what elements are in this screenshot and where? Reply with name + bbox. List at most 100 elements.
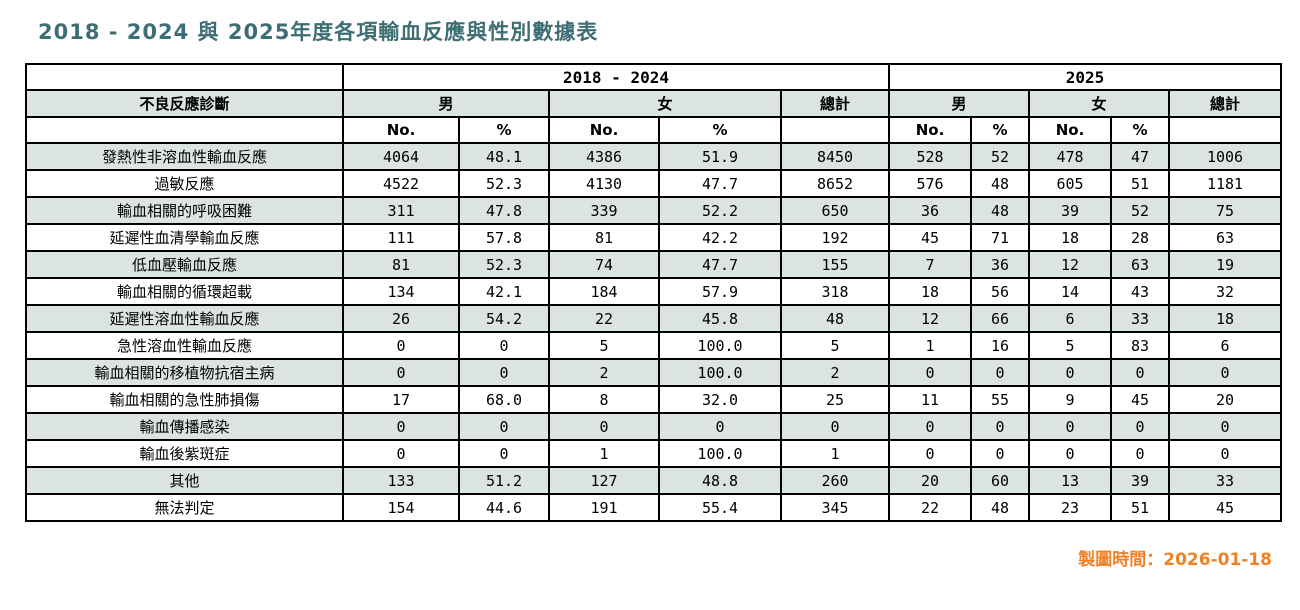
cell-value: 8 [548,385,660,414]
cell-value: 0 [1110,412,1170,441]
row-label: 延遲性溶血性輸血反應 [25,304,344,333]
table-row: 輸血相關的急性肺損傷 17 68.0 8 32.0 25 11 55 9 45 20 [25,385,1283,414]
table-row: 輸血相關的移植物抗宿主病 0 0 2 100.0 2 0 0 0 0 0 [25,358,1283,387]
cell-value: 52 [1110,196,1170,225]
cell-value: 47.7 [658,250,782,279]
cell-value: 0 [1167,412,1283,441]
cell-value: 33 [1167,466,1283,495]
cell-value: 47 [1110,142,1170,171]
row-label: 其他 [25,466,344,495]
cell-value: 45 [1110,385,1170,414]
cell-value: 184 [548,277,660,306]
cell-value: 28 [1110,223,1170,252]
cell-value: 1 [888,331,972,360]
cell-value: 13 [1028,466,1112,495]
cell-value: 51 [1110,169,1170,198]
table-row: 過敏反應 4522 52.3 4130 47.7 8652 576 48 605 51 1181 [25,169,1283,198]
cell-value: 0 [1028,412,1112,441]
cell-value: 71 [970,223,1030,252]
transfusion-reaction-table: 2018 - 2024 2025 不良反應診斷 男 女 總計 男 女 總計 No… [25,63,1283,522]
row-label: 發熱性非溶血性輸血反應 [25,142,344,171]
cell-value: 36 [970,250,1030,279]
cell-value: 0 [970,412,1030,441]
cell-value: 12 [888,304,972,333]
cell-value: 33 [1110,304,1170,333]
cell-value: 0 [1110,439,1170,468]
cell-value: 0 [970,439,1030,468]
cell-value: 0 [780,412,890,441]
male-header-p1: 男 [342,89,550,118]
female-header-p2: 女 [1028,89,1170,118]
cell-value: 0 [888,358,972,387]
cell-value: 36 [888,196,972,225]
cell-value: 26 [342,304,460,333]
cell-value: 63 [1110,250,1170,279]
cell-value: 605 [1028,169,1112,198]
no-header: No. [1028,116,1112,144]
table-row: 延遲性血清學輸血反應 111 57.8 81 42.2 192 45 71 18 28 63 [25,223,1283,252]
cell-value: 17 [342,385,460,414]
empty-cell [1167,116,1283,144]
cell-value: 19 [1167,250,1283,279]
row-label: 無法判定 [25,493,344,522]
table-row: 急性溶血性輸血反應 0 0 5 100.0 5 1 16 5 83 6 [25,331,1283,360]
cell-value: 4522 [342,169,460,198]
table-row: 輸血相關的呼吸困難 311 47.8 339 52.2 650 36 48 39 52 75 [25,196,1283,225]
cell-value: 0 [458,412,550,441]
cell-value: 48 [780,304,890,333]
cell-value: 22 [888,493,972,522]
cell-value: 81 [342,250,460,279]
cell-value: 63 [1167,223,1283,252]
cell-value: 318 [780,277,890,306]
row-label: 輸血相關的呼吸困難 [25,196,344,225]
cell-value: 56 [970,277,1030,306]
cell-value: 47.7 [658,169,782,198]
cell-value: 16 [970,331,1030,360]
cell-value: 48 [970,493,1030,522]
cell-value: 44.6 [458,493,550,522]
male-header-p2: 男 [888,89,1030,118]
cell-value: 45 [1167,493,1283,522]
cell-value: 0 [888,439,972,468]
cell-value: 81 [548,223,660,252]
cell-value: 478 [1028,142,1112,171]
cell-value: 0 [342,439,460,468]
cell-value: 32 [1167,277,1283,306]
cell-value: 52.3 [458,250,550,279]
empty-cell [780,116,890,144]
cell-value: 23 [1028,493,1112,522]
total-header-p1: 總計 [780,89,890,118]
table-row: 延遲性溶血性輸血反應 26 54.2 22 45.8 48 12 66 6 33 18 [25,304,1283,333]
empty-cell [25,116,344,144]
table-row: 輸血相關的循環超載 134 42.1 184 57.9 318 18 56 14 43 32 [25,277,1283,306]
cell-value: 5 [1028,331,1112,360]
cell-value: 66 [970,304,1030,333]
table-row: 低血壓輸血反應 81 52.3 74 47.7 155 7 36 12 63 19 [25,250,1283,279]
cell-value: 48 [970,196,1030,225]
header-row-periods: 2018 - 2024 2025 [25,63,1283,91]
cell-value: 0 [1167,358,1283,387]
cell-value: 339 [548,196,660,225]
cell-value: 18 [888,277,972,306]
cell-value: 45 [888,223,972,252]
cell-value: 100.0 [658,331,782,360]
cell-value: 47.8 [458,196,550,225]
table-row: 其他 133 51.2 127 48.8 260 20 60 13 39 33 [25,466,1283,495]
row-label: 過敏反應 [25,169,344,198]
cell-value: 191 [548,493,660,522]
cell-value: 8652 [780,169,890,198]
row-label: 輸血相關的急性肺損傷 [25,385,344,414]
cell-value: 528 [888,142,972,171]
table-row: 發熱性非溶血性輸血反應 4064 48.1 4386 51.9 8450 528 52 478 4… [25,142,1283,171]
cell-value: 4064 [342,142,460,171]
cell-value: 345 [780,493,890,522]
cell-value: 311 [342,196,460,225]
cell-value: 51 [1110,493,1170,522]
cell-value: 111 [342,223,460,252]
row-label: 急性溶血性輸血反應 [25,331,344,360]
cell-value: 57.9 [658,277,782,306]
cell-value: 20 [1167,385,1283,414]
table-body: 發熱性非溶血性輸血反應 4064 48.1 4386 51.9 8450 528 52 478 4… [25,142,1283,522]
cell-value: 0 [458,358,550,387]
pct-header: % [458,116,550,144]
